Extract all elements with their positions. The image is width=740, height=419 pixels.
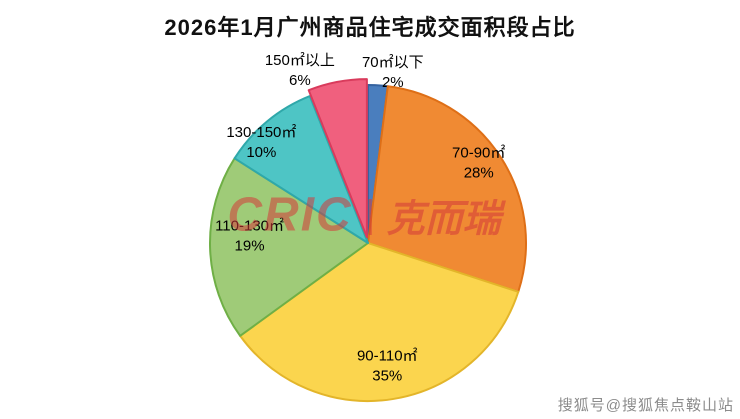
pie-slice-label-2: 90-110㎡ 35%	[357, 348, 418, 385]
pie-slice-2[interactable]	[239, 242, 520, 402]
pie-slice-5[interactable]	[307, 78, 368, 239]
pie-slice-label-1: 70-90㎡ 28%	[452, 144, 505, 181]
pie-slice-4[interactable]	[233, 95, 369, 244]
sohu-watermark: 搜狐号@搜狐焦点鞍山站	[557, 397, 734, 414]
pie-slice-label-4: 130-150㎡ 10%	[226, 124, 296, 161]
chart-title: 2026年1月广州商品住宅成交面积段占比	[164, 15, 576, 40]
pie-slice-1[interactable]	[367, 85, 527, 293]
pie-slice-label-3: 110-130㎡ 19%	[215, 218, 284, 255]
pie-slice-label-5: 150㎡以上 6%	[265, 52, 335, 89]
pie-slice-3[interactable]	[209, 157, 369, 337]
